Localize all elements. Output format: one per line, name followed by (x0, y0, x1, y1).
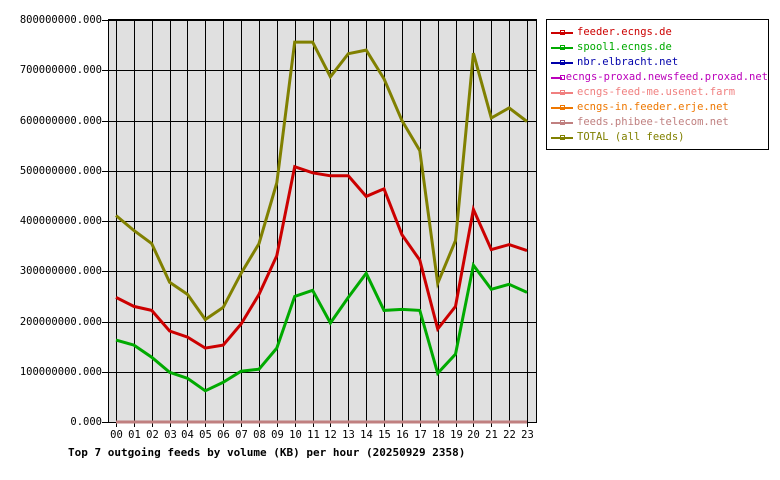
legend-label: feeds.phibee-telecom.net (577, 115, 729, 128)
x-tick-label: 23 (521, 429, 534, 441)
legend-label: feeder.ecngs.de (577, 25, 672, 38)
y-tick-label: 700000000.000 (19, 63, 102, 76)
legend-label: spool1.ecngs.de (577, 40, 672, 53)
x-tick-label: 11 (307, 429, 320, 441)
plot-background (108, 19, 536, 422)
series-line-7 (115, 40, 528, 322)
legend: feeder.ecngs.de spool1.ecngs.de nbr.elbrac… (546, 19, 769, 150)
x-tick-label: 22 (503, 429, 516, 441)
x-tick-label: 00 (110, 429, 123, 441)
legend-item: spool1.ecngs.de (547, 39, 768, 54)
legend-line-marker-icon (551, 118, 573, 126)
series-line-0 (115, 164, 528, 350)
y-tick-label: 600000000.000 (19, 114, 102, 127)
legend-item: nbr.elbracht.net (547, 54, 768, 69)
legend-label: ecngs-proxad.newsfeed.proxad.net (565, 70, 768, 83)
legend-line-marker-icon (551, 28, 573, 36)
x-tick-label: 08 (253, 429, 266, 441)
chart-title: Top 7 outgoing feeds by volume (KB) per … (68, 446, 466, 459)
x-tick-label: 13 (342, 429, 355, 441)
legend-label: ecngs-in.feeder.erje.net (577, 100, 729, 113)
legend-item: feeder.ecngs.de (547, 24, 768, 39)
x-tick-label: 06 (217, 429, 230, 441)
legend-line-marker-icon (551, 73, 565, 81)
x-tick-label: 05 (199, 429, 212, 441)
x-tick-label: 19 (450, 429, 463, 441)
x-tick-label: 17 (414, 429, 427, 441)
y-tick-label: 800000000.000 (19, 13, 102, 26)
legend-line-marker-icon (551, 43, 573, 51)
y-tick-label: 400000000.000 (19, 214, 102, 227)
x-tick-label: 07 (235, 429, 248, 441)
legend-label: nbr.elbracht.net (577, 55, 679, 68)
x-tick-label: 02 (146, 429, 159, 441)
legend-line-marker-icon (551, 103, 573, 111)
legend-item: feeds.phibee-telecom.net (547, 114, 768, 129)
legend-item: ecngs-proxad.newsfeed.proxad.net (547, 69, 768, 84)
x-tick-label: 09 (271, 429, 284, 441)
x-tick-label: 14 (360, 429, 373, 441)
legend-line-marker-icon (551, 58, 573, 66)
x-tick-label: 12 (324, 429, 337, 441)
legend-line-marker-icon (551, 88, 573, 96)
legend-line-marker-icon (551, 133, 573, 141)
x-tick-label: 03 (164, 429, 177, 441)
x-tick-label: 15 (378, 429, 391, 441)
legend-label: TOTAL (all feeds) (577, 130, 685, 143)
legend-label: ecngs-feed-me.usenet.farm (577, 85, 736, 98)
y-tick-label: 100000000.000 (19, 365, 102, 378)
x-tick-label: 01 (128, 429, 141, 441)
x-tick-label: 10 (289, 429, 302, 441)
y-tick-label: 500000000.000 (19, 164, 102, 177)
x-tick-label: 20 (467, 429, 480, 441)
legend-item: ecngs-in.feeder.erje.net (547, 99, 768, 114)
x-tick-label: 04 (181, 429, 194, 441)
y-tick-label: 300000000.000 (19, 264, 102, 277)
x-tick-label: 21 (485, 429, 498, 441)
x-tick-label: 18 (432, 429, 445, 441)
legend-item: ecngs-feed-me.usenet.farm (547, 84, 768, 99)
x-tick-label: 16 (396, 429, 409, 441)
y-tick-label: 0.000 (70, 415, 102, 428)
y-tick-label: 200000000.000 (19, 315, 102, 328)
series-line-1 (115, 261, 528, 393)
legend-item: TOTAL (all feeds) (547, 129, 768, 144)
